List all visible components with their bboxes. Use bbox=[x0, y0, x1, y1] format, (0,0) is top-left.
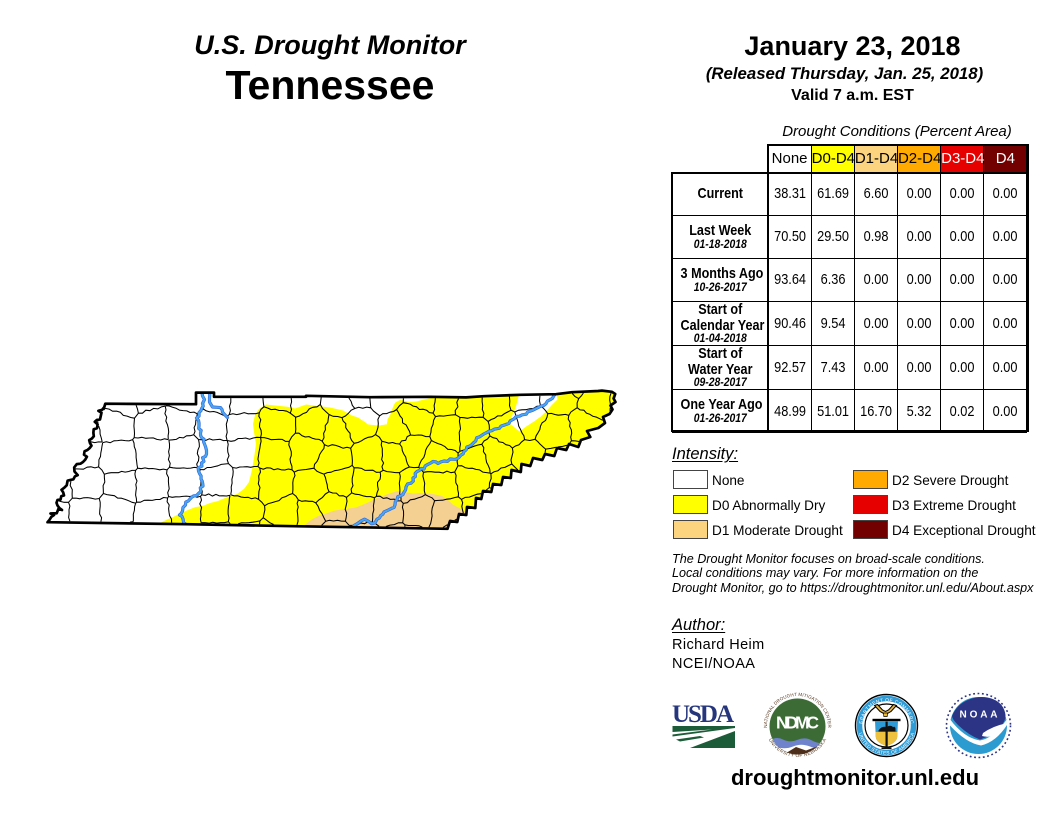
svg-text:DEPARTMENT OF COMMERCE: DEPARTMENT OF COMMERCE bbox=[0, 0, 915, 725]
svg-text:NDMC: NDMC bbox=[776, 713, 819, 733]
svg-text:USDA: USDA bbox=[672, 701, 734, 728]
